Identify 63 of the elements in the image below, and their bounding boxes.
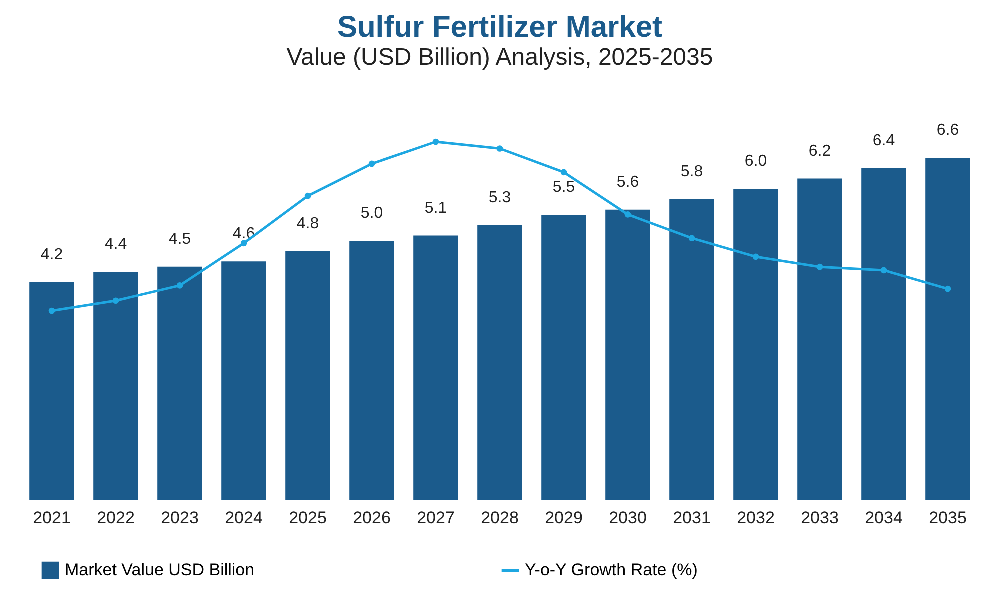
data-label: 5.8: [680, 163, 704, 180]
data-label: 4.2: [40, 246, 64, 264]
chart-title: Sulfur Fertilizer Market: [337, 11, 663, 44]
point: [432, 138, 440, 146]
data-label: 4.5: [168, 230, 192, 248]
bar: [542, 215, 586, 500]
x-tick-label: 2035: [929, 508, 967, 528]
bar: [94, 272, 138, 500]
x-tick-label: 2021: [33, 508, 71, 528]
x-tick-label: 2025: [289, 508, 327, 528]
point: [624, 212, 632, 218]
x-tick-label: 2027: [417, 508, 455, 528]
bar: [30, 282, 74, 500]
data-label: 6.0: [744, 153, 768, 170]
bar: [606, 210, 650, 500]
data-label: 5.1: [424, 200, 448, 217]
bar: [222, 262, 266, 500]
x-tick-label: 2033: [801, 508, 839, 528]
data-label: 5.5: [552, 179, 576, 196]
point: [816, 264, 824, 270]
x-tick-label: 2028: [481, 508, 519, 528]
point: [880, 267, 888, 274]
bar: [158, 266, 202, 500]
point: [112, 298, 120, 304]
data-label: 6.6: [936, 122, 960, 140]
data-label: 6.2: [808, 142, 832, 160]
data-label: 4.8: [296, 215, 320, 232]
bar: [350, 240, 394, 500]
x-tick-label: 2032: [737, 508, 775, 528]
bar: [926, 158, 970, 500]
bar: [414, 236, 458, 500]
legend-label: Y-o-Y Growth Rate (%): [525, 560, 698, 580]
x-tick-label: 2026: [353, 508, 391, 528]
data-label: 6.4: [872, 132, 896, 150]
point: [176, 282, 184, 289]
bar: [286, 251, 330, 500]
data-label: 5.0: [360, 204, 384, 222]
bar: [478, 225, 522, 500]
point: [368, 160, 376, 168]
data-label: 5.3: [488, 189, 512, 206]
point: [240, 240, 248, 247]
bar: [862, 168, 906, 500]
x-tick-label: 2022: [97, 508, 135, 528]
x-tick-label: 2034: [865, 508, 903, 528]
point: [496, 146, 504, 152]
point: [944, 286, 952, 292]
point: [752, 254, 760, 260]
data-label: 4.4: [104, 236, 128, 254]
x-tick-label: 2031: [673, 508, 711, 528]
point: [304, 192, 312, 200]
bar: [734, 189, 778, 500]
x-tick-label: 2030: [609, 508, 647, 528]
bar: [798, 178, 842, 500]
data-label: 5.6: [616, 174, 640, 191]
chart-subtitle: Value (USD Billion) Analysis, 2025-2035: [286, 44, 714, 72]
x-tick-label: 2024: [225, 508, 263, 528]
point: [688, 235, 696, 242]
bar: [670, 199, 714, 500]
point: [48, 308, 56, 314]
legend-label: Market Value USD Billion: [65, 560, 255, 580]
x-tick-label: 2023: [161, 508, 199, 528]
point: [560, 169, 568, 176]
x-tick-label: 2029: [545, 508, 583, 528]
